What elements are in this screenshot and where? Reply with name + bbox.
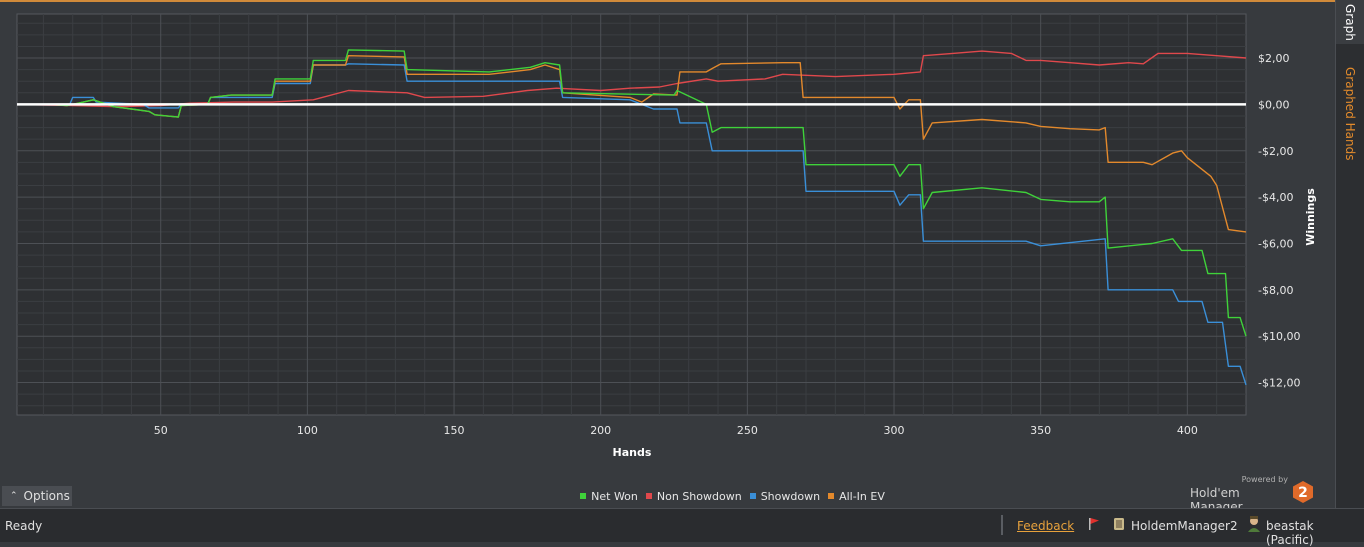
winnings-chart: 50 100 150 200 250 300 350 400 $2,00 $0,00 -$2,00…: [16, 13, 1317, 459]
x-tick-label: 300: [884, 424, 905, 437]
x-tick-label: 250: [737, 424, 758, 437]
status-bar: Ready Feedback HoldemManager2 beastak (P…: [0, 508, 1364, 547]
powered-by-text: Powered by: [1241, 475, 1288, 484]
y-axis-title: Winnings: [1304, 188, 1317, 246]
player-name[interactable]: beastak (Pacific): [1266, 519, 1314, 547]
database-name[interactable]: HoldemManager2: [1131, 519, 1238, 533]
window-top-accent: [0, 0, 1364, 2]
x-axis-title: Hands: [613, 446, 652, 459]
y-axis-ticks: $2,00 $0,00 -$2,00 -$4,00 -$6,00 -$8,00 -$10,0…: [1258, 52, 1300, 390]
tab-graph-label: Graph: [1343, 3, 1357, 41]
tab-graphed-hands[interactable]: Graphed Hands: [1336, 64, 1364, 164]
x-tick-label: 200: [590, 424, 611, 437]
brand-logo-number: 2: [1298, 485, 1308, 501]
series-line-net-won: [17, 49, 1247, 337]
y-tick-label: -$6,00: [1258, 237, 1293, 250]
y-tick-label: -$2,00: [1258, 145, 1293, 158]
y-tick-label: -$10,00: [1258, 330, 1300, 343]
x-tick-label: 100: [297, 424, 318, 437]
x-tick-label: 400: [1177, 424, 1198, 437]
y-tick-label: $2,00: [1258, 52, 1290, 65]
y-tick-label: -$8,00: [1258, 284, 1293, 297]
tab-graph[interactable]: Graph: [1336, 0, 1364, 44]
series-line-non-showdown: [16, 50, 1247, 108]
y-tick-label: -$12,00: [1258, 377, 1300, 390]
y-tick-label: $0,00: [1258, 98, 1290, 111]
x-tick-label: 150: [444, 424, 465, 437]
plot-area: [16, 13, 1247, 416]
flag-icon[interactable]: [1087, 517, 1101, 531]
chart-panel: 50 100 150 200 250 300 350 400 $2,00 $0,00 -$2,00…: [0, 2, 1335, 508]
x-tick-label: 350: [1030, 424, 1051, 437]
database-icon[interactable]: [1112, 517, 1126, 531]
major-grid: [17, 14, 1246, 415]
x-tick-label: 50: [154, 424, 168, 437]
feedback-link[interactable]: Feedback: [1017, 519, 1075, 533]
side-tab-bar: Graph Graphed Hands: [1335, 0, 1364, 508]
status-text: Ready: [5, 519, 43, 533]
brand-logo-area: Powered by Hold'em Manager 2: [1190, 474, 1325, 514]
x-axis-ticks: 50 100 150 200 250 300 350 400: [154, 424, 1198, 437]
status-divider: [1001, 515, 1003, 535]
series-layer: [16, 49, 1247, 386]
options-label: Options: [23, 489, 70, 503]
options-button[interactable]: ⌃ Options: [2, 486, 72, 506]
tab-graphed-hands-label: Graphed Hands: [1343, 67, 1357, 161]
user-avatar-icon[interactable]: [1246, 515, 1262, 533]
chevron-up-icon: ⌃: [10, 491, 18, 501]
hm2-logo-icon: 2: [1293, 481, 1313, 503]
y-tick-label: -$4,00: [1258, 191, 1293, 204]
